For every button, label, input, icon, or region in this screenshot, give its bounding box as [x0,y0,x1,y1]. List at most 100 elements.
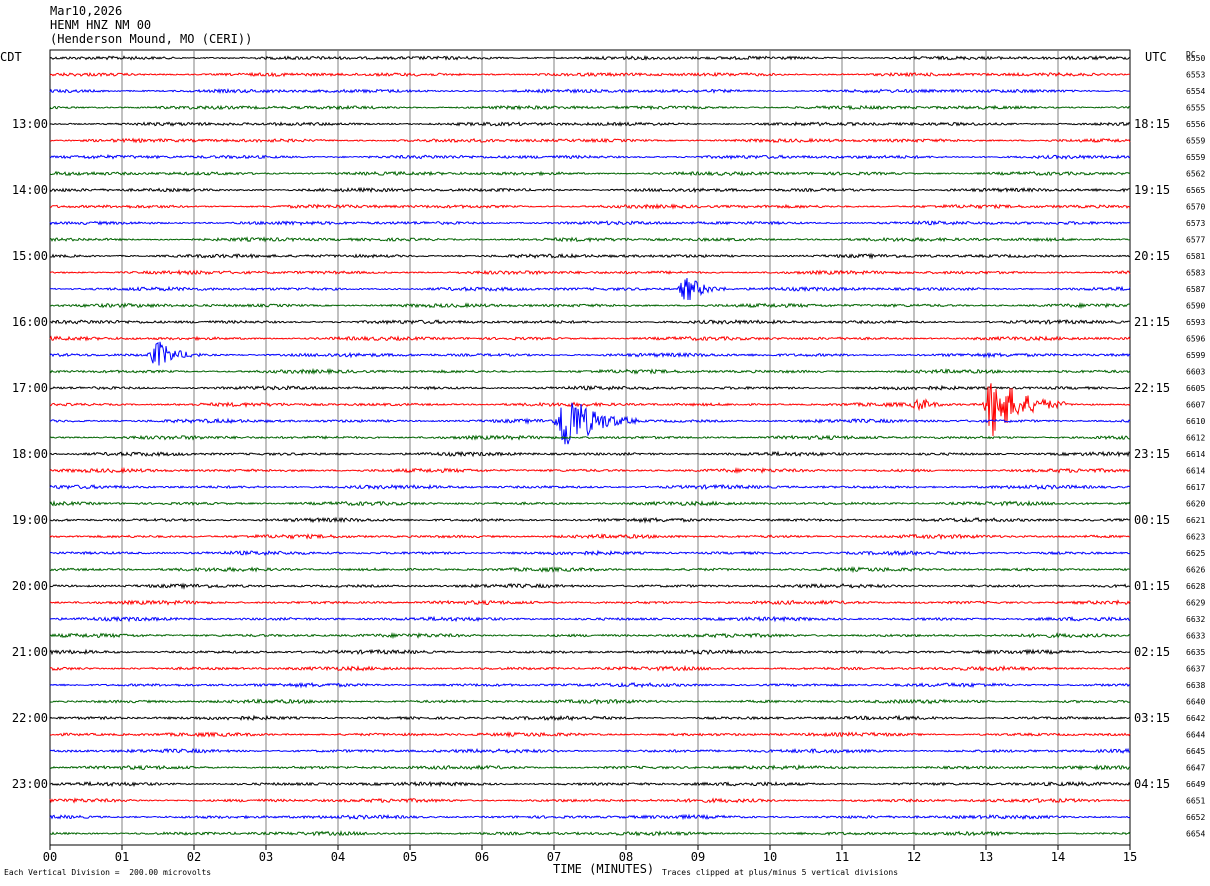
trace-line [49,269,1131,276]
x-axis-title: TIME (MINUTES) [553,862,655,876]
trace-line [49,714,1131,722]
left-hour-label: 18:00 [12,447,48,461]
dc-value-label: 6581 [1186,252,1205,261]
dc-value-label: 6617 [1186,483,1205,492]
dc-value-label: 6647 [1186,764,1205,773]
dc-value-label: 6559 [1186,137,1205,146]
trace-line [49,731,1131,739]
plot-frame [49,49,1131,846]
dc-value-label: 6640 [1186,698,1205,707]
dc-value-label: 6562 [1186,170,1205,179]
dc-value-label: 6607 [1186,401,1205,410]
trace-line [49,220,1131,227]
dc-value-label: 6614 [1186,450,1205,459]
dc-value-label: 6577 [1186,236,1205,245]
dc-value-label: 6638 [1186,681,1205,690]
right-hour-label: 21:15 [1134,315,1170,329]
dc-value-label: 6559 [1186,153,1205,162]
dc-value-label: 6553 [1186,71,1205,80]
dc-value-label: 6612 [1186,434,1205,443]
left-hour-label: 17:00 [12,381,48,395]
dc-value-label: 6637 [1186,665,1205,674]
dc-value-label: 6629 [1186,599,1205,608]
trace-line [49,153,1131,161]
trace-line [49,71,1131,78]
trace-line [49,54,1131,61]
trace-line [49,302,1131,310]
left-hour-label: 16:00 [12,315,48,329]
dc-value-label: 6590 [1186,302,1205,311]
dc-value-label: 6605 [1186,384,1205,393]
left-timezone-label: CDT [0,50,22,64]
left-hour-label: 19:00 [12,513,48,527]
dc-value-label: 6583 [1186,269,1205,278]
trace-line [49,797,1131,804]
trace-line [49,367,1131,376]
trace-line [49,780,1131,788]
clip-note: Traces clipped at plus/minus 5 vertical … [662,868,899,877]
x-tick-label-12: 12 [907,850,921,864]
trace-line [49,499,1131,507]
dc-value-label: 6642 [1186,714,1205,723]
right-hour-label: 02:15 [1134,645,1170,659]
x-tick-label-14: 14 [1051,850,1065,864]
dc-value-label: 6593 [1186,318,1205,327]
trace-line [49,384,1131,391]
right-hour-label: 18:15 [1134,117,1170,131]
right-hour-label: 20:15 [1134,249,1170,263]
trace-line [49,813,1131,821]
trace-line [49,549,1130,557]
x-tick-label-00: 00 [43,850,57,864]
dc-value-label: 6626 [1186,566,1205,575]
right-hour-label: 22:15 [1134,381,1170,395]
dc-value-label: 6635 [1186,648,1205,657]
station-code: HENM HNZ NM 00 [50,18,152,32]
dc-value-label: 6632 [1186,615,1205,624]
dc-value-label: 6599 [1186,351,1205,360]
left-hour-label: 23:00 [12,777,48,791]
trace-line [49,648,1131,656]
left-hour-label: 14:00 [12,183,48,197]
right-hour-label: 19:15 [1134,183,1170,197]
right-hour-label: 23:15 [1134,447,1170,461]
dc-value-label: 6621 [1186,516,1205,525]
dc-value-label: 6620 [1186,500,1205,509]
dc-value-label: 6587 [1186,285,1205,294]
dc-value-label: 6651 [1186,797,1205,806]
x-tick-label-03: 03 [259,850,273,864]
x-tick-label-08: 08 [619,850,633,864]
trace-line [49,747,1131,755]
trace-line [49,764,1131,771]
trace-line [49,632,1131,640]
trace-line [49,664,1131,672]
trace-line [49,170,1131,177]
dc-value-label: 6554 [1186,87,1205,96]
x-tick-label-05: 05 [403,850,417,864]
dc-value-label: 6628 [1186,582,1205,591]
right-hour-label: 04:15 [1134,777,1170,791]
dc-value-label: 6570 [1186,203,1205,212]
dc-value-label: 6565 [1186,186,1205,195]
dc-value-label: 6614 [1186,467,1205,476]
x-tick-label-13: 13 [979,850,993,864]
scale-note: Each Vertical Division = 200.00 microvol… [4,868,212,877]
trace-line [49,383,1131,437]
dc-value-label: 6550 [1186,54,1205,63]
trace-line [49,434,1131,441]
dc-value-label: 6644 [1186,731,1205,740]
trace-line [49,137,1131,144]
dc-value-label: 6623 [1186,533,1205,542]
right-hour-label: 01:15 [1134,579,1170,593]
station-location: (Henderson Mound, MO (CERI)) [50,32,253,46]
x-tick-label-10: 10 [763,850,777,864]
dc-value-label: 6633 [1186,632,1205,641]
trace-line [49,402,1131,445]
dc-value-label: 6654 [1186,830,1205,839]
trace-line [49,532,1131,541]
x-tick-label-07: 07 [547,850,561,864]
chart-date: Mar10,2026 [50,4,123,18]
dc-value-label: 6555 [1186,104,1205,113]
trace-line [49,467,1131,475]
trace-line [49,565,1131,574]
